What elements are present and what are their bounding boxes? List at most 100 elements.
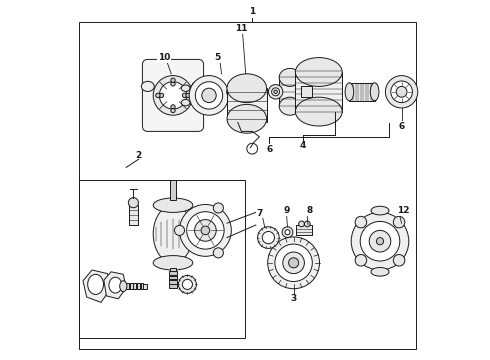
Bar <box>129 205 138 225</box>
Circle shape <box>178 275 196 293</box>
Bar <box>349 83 374 101</box>
Ellipse shape <box>181 99 190 106</box>
Circle shape <box>202 88 216 103</box>
Circle shape <box>159 82 187 109</box>
Text: 9: 9 <box>283 206 290 215</box>
Circle shape <box>174 225 185 235</box>
Ellipse shape <box>109 277 122 293</box>
Circle shape <box>195 220 216 241</box>
Circle shape <box>213 203 223 213</box>
Bar <box>169 280 177 284</box>
Circle shape <box>289 258 298 268</box>
Circle shape <box>282 227 293 238</box>
Circle shape <box>262 231 274 244</box>
Circle shape <box>227 86 238 98</box>
Circle shape <box>179 204 231 256</box>
Circle shape <box>186 93 190 98</box>
Bar <box>123 284 147 289</box>
Circle shape <box>283 252 304 274</box>
Circle shape <box>393 255 405 266</box>
Text: 10: 10 <box>158 53 170 62</box>
Circle shape <box>196 82 222 109</box>
Bar <box>79 180 245 338</box>
Ellipse shape <box>279 97 301 115</box>
Circle shape <box>351 212 409 270</box>
Circle shape <box>201 226 210 235</box>
Ellipse shape <box>153 198 193 212</box>
Bar <box>141 283 144 289</box>
Ellipse shape <box>370 83 379 101</box>
Text: 8: 8 <box>307 206 313 215</box>
Circle shape <box>229 89 235 95</box>
Ellipse shape <box>88 274 103 294</box>
Text: 2: 2 <box>136 152 142 161</box>
Circle shape <box>171 78 175 82</box>
Circle shape <box>355 216 367 228</box>
Text: 11: 11 <box>235 24 247 33</box>
Text: 3: 3 <box>291 294 297 303</box>
Ellipse shape <box>120 281 127 292</box>
Circle shape <box>171 82 175 86</box>
Bar <box>279 77 301 106</box>
Ellipse shape <box>371 206 389 215</box>
Polygon shape <box>83 270 111 302</box>
Circle shape <box>153 76 193 115</box>
Ellipse shape <box>153 256 193 270</box>
Circle shape <box>369 230 391 252</box>
Ellipse shape <box>227 74 267 103</box>
Ellipse shape <box>181 85 190 91</box>
Ellipse shape <box>227 104 267 133</box>
FancyBboxPatch shape <box>143 59 204 131</box>
Circle shape <box>268 237 319 289</box>
Bar <box>227 88 267 122</box>
Ellipse shape <box>345 83 354 101</box>
Circle shape <box>360 221 400 261</box>
Ellipse shape <box>295 58 342 86</box>
Bar <box>296 225 312 235</box>
Circle shape <box>275 244 312 282</box>
Ellipse shape <box>141 81 154 91</box>
Ellipse shape <box>228 99 237 106</box>
Circle shape <box>285 230 290 235</box>
Circle shape <box>189 76 229 115</box>
Bar <box>126 283 129 289</box>
Circle shape <box>171 108 175 113</box>
Circle shape <box>274 90 277 94</box>
Bar <box>133 283 136 289</box>
Bar <box>137 283 140 289</box>
Circle shape <box>187 212 224 249</box>
Ellipse shape <box>295 97 342 126</box>
Circle shape <box>304 221 310 227</box>
Circle shape <box>182 279 193 289</box>
Ellipse shape <box>228 85 237 91</box>
Bar <box>301 86 312 97</box>
Circle shape <box>393 216 405 228</box>
Text: 6: 6 <box>267 145 272 154</box>
Circle shape <box>269 85 283 99</box>
Circle shape <box>386 76 418 108</box>
Circle shape <box>396 86 407 97</box>
Text: 4: 4 <box>299 141 306 150</box>
Circle shape <box>247 143 258 154</box>
Circle shape <box>391 81 413 103</box>
Bar <box>170 180 176 200</box>
Polygon shape <box>104 272 126 299</box>
Bar <box>130 283 133 289</box>
Circle shape <box>182 93 187 98</box>
Ellipse shape <box>279 68 301 86</box>
Text: 5: 5 <box>214 53 220 62</box>
Ellipse shape <box>192 81 205 91</box>
Text: 12: 12 <box>397 206 410 215</box>
Circle shape <box>376 238 384 245</box>
Bar <box>295 72 342 112</box>
Ellipse shape <box>153 205 193 263</box>
Bar <box>169 276 177 279</box>
Circle shape <box>171 105 175 109</box>
Circle shape <box>271 88 280 96</box>
Text: 6: 6 <box>398 122 405 131</box>
Text: 7: 7 <box>256 209 263 217</box>
Ellipse shape <box>371 267 389 276</box>
Circle shape <box>258 227 279 248</box>
Circle shape <box>213 248 223 258</box>
Circle shape <box>128 198 139 208</box>
